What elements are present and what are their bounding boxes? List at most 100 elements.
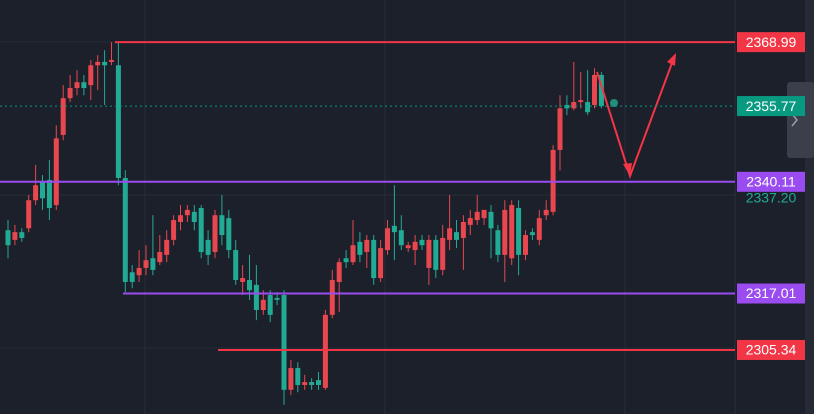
candle-body	[454, 232, 459, 240]
candle-body	[88, 65, 94, 86]
arrow-head	[667, 53, 676, 66]
level-label: 2305.34	[746, 342, 797, 358]
candle-body	[150, 258, 156, 270]
candle-body	[267, 295, 273, 315]
candle-body	[357, 241, 363, 255]
candle-body	[495, 230, 501, 255]
candle-body	[350, 245, 356, 263]
scroll-strip	[805, 0, 814, 414]
candle-body	[164, 239, 170, 255]
candle-body	[40, 181, 45, 199]
level-label: 2368.99	[746, 34, 797, 50]
drawing-arrow	[596, 53, 676, 180]
candle-body	[398, 230, 404, 246]
candle-body	[598, 74, 604, 107]
candle-body	[467, 218, 473, 225]
candle-body	[536, 218, 542, 240]
candle-body	[157, 251, 163, 263]
arrow-head	[623, 163, 632, 176]
candle-body	[247, 280, 252, 291]
candle-body	[219, 215, 225, 236]
candle-body	[509, 205, 515, 259]
candle-body	[322, 314, 328, 388]
level-label-box	[737, 32, 805, 53]
candle-body	[592, 74, 597, 105]
candle-body	[309, 382, 315, 385]
candle-body	[178, 215, 183, 222]
candle-body	[578, 100, 584, 103]
candle-body	[67, 88, 73, 99]
candle-body	[447, 228, 453, 240]
candle-body	[253, 284, 259, 311]
candles	[5, 42, 604, 405]
candle-body	[81, 82, 87, 89]
level-label-box	[737, 339, 805, 360]
candle-body	[391, 225, 397, 233]
candle-body	[19, 232, 25, 238]
candle-body	[281, 295, 287, 390]
candle-body	[295, 368, 301, 385]
candle-body	[122, 177, 128, 282]
candle-body	[95, 61, 101, 66]
candle-body	[102, 61, 108, 66]
candle-body	[460, 221, 466, 238]
candle-body	[523, 235, 528, 255]
candle-body	[557, 108, 563, 150]
candle-body	[26, 200, 32, 229]
candle-body	[143, 260, 149, 268]
candle-body	[336, 262, 342, 282]
level-label: 2340.11	[746, 174, 796, 190]
candle-body	[12, 232, 18, 240]
candle-body	[440, 237, 446, 270]
candle-body	[226, 218, 232, 251]
candle-body	[426, 239, 432, 268]
candle-body	[171, 220, 177, 240]
candle-body	[378, 248, 384, 279]
candle-body	[302, 382, 308, 385]
candle-body	[33, 185, 39, 201]
candle-body	[385, 228, 390, 251]
candle-body	[233, 250, 239, 281]
last-price-label: 2355.77	[746, 98, 797, 114]
candle-body	[329, 280, 335, 315]
level-label-box	[737, 283, 805, 304]
candle-body	[343, 258, 349, 263]
candle-body	[129, 272, 135, 282]
candle-body	[412, 241, 418, 251]
candle-body	[488, 211, 494, 229]
secondary-price-label: 2337.20	[746, 190, 797, 206]
candle-body	[46, 179, 52, 208]
cursor-dot	[610, 99, 618, 107]
candle-body	[184, 209, 190, 216]
candle-body	[60, 98, 66, 135]
candle-body	[288, 368, 294, 390]
candle-body	[109, 59, 114, 62]
candle-body	[585, 102, 591, 113]
candle-body	[405, 245, 411, 249]
candle-body	[205, 239, 211, 255]
candle-body	[529, 232, 535, 236]
candle-body	[571, 102, 577, 109]
candle-body	[433, 239, 439, 270]
candle-body	[136, 267, 142, 276]
candle-body	[316, 380, 321, 385]
candle-body	[212, 215, 218, 252]
candle-body	[115, 65, 121, 178]
candle-body	[260, 299, 266, 311]
candle-body	[240, 278, 246, 282]
candle-body	[419, 239, 425, 246]
candle-body	[364, 239, 370, 252]
candle-body	[502, 209, 508, 255]
candle-body	[564, 104, 570, 109]
candle-body	[543, 209, 549, 216]
scroll-button[interactable]	[787, 82, 814, 158]
candle-body	[516, 207, 522, 255]
candle-body	[191, 211, 197, 222]
level-label-box	[737, 171, 805, 192]
candle-body	[274, 297, 280, 300]
candle-body	[5, 230, 11, 246]
candle-body	[74, 82, 80, 89]
candle-body	[371, 239, 377, 279]
